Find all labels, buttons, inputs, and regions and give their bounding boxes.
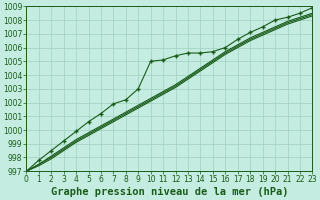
X-axis label: Graphe pression niveau de la mer (hPa): Graphe pression niveau de la mer (hPa) — [51, 187, 288, 197]
